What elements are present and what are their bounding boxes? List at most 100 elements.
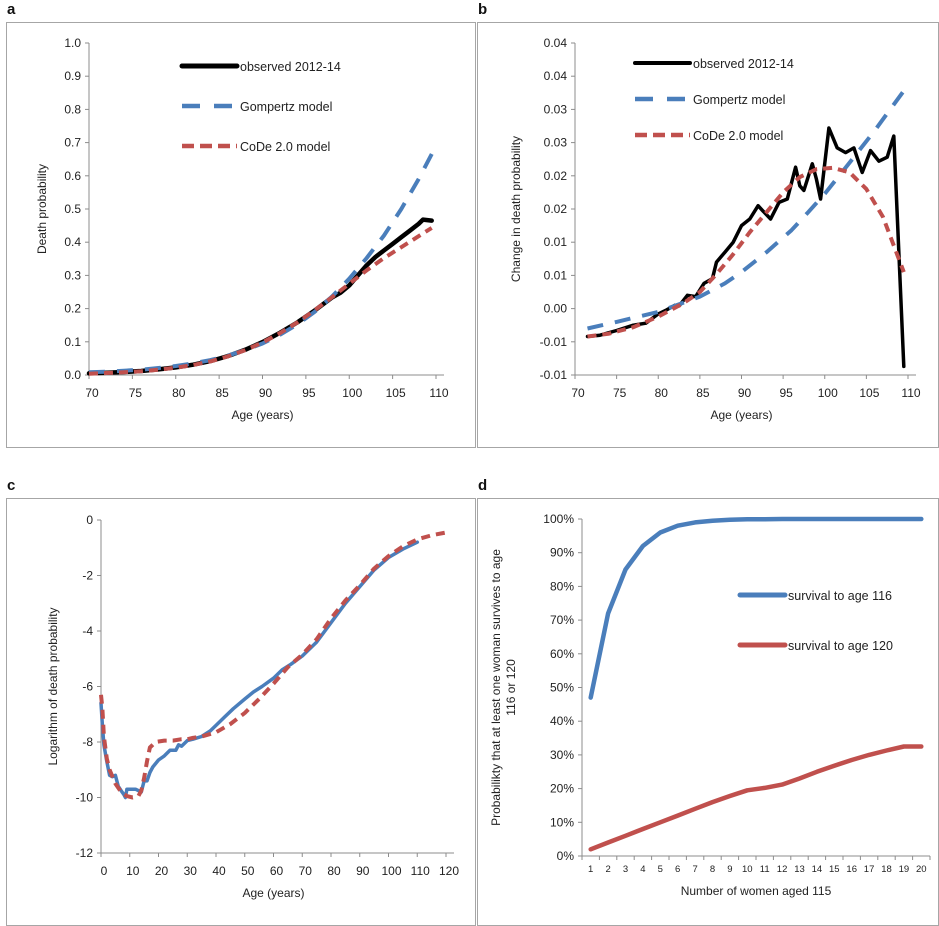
- series-line-survival120: [588, 744, 924, 852]
- y-axis-title: Logarithm of death probability: [46, 607, 60, 765]
- x-tick-label: 5: [658, 864, 663, 875]
- y-tick-label: 80%: [550, 579, 574, 593]
- chart-panel-a: 0.0 0.1 0.2 0.3 0.4 0.5 0.6 0.7 0.8 0.9 1.0 70 75 80 8…: [35, 36, 449, 422]
- panel-letter-a: a: [7, 1, 16, 18]
- y-tick-label: 60%: [550, 647, 574, 661]
- y-tick-label: 90%: [550, 546, 574, 560]
- x-tick-label: 2: [605, 864, 610, 875]
- x-tick-label: 3: [623, 864, 628, 875]
- x-tick-label: 6: [675, 864, 680, 875]
- x-axis-title: Age (years): [710, 408, 772, 422]
- x-tick-label: 90: [259, 386, 273, 400]
- y-tick-label: 20%: [550, 782, 574, 796]
- x-tick-label: 110: [429, 386, 448, 400]
- x-tick-label: 11: [760, 864, 770, 875]
- y-tick-label: 0.2: [64, 302, 81, 316]
- x-tick-label: 100: [818, 386, 838, 400]
- y-tick-label: 0.02: [544, 169, 568, 183]
- x-tick-label: 30: [184, 864, 198, 878]
- x-tick-label: 9: [727, 864, 732, 875]
- x-tick-label: 85: [215, 386, 229, 400]
- y-axis-title: 116 or 120: [504, 659, 518, 716]
- y-tick-label: 1.0: [64, 36, 81, 50]
- y-tick-label: 0.02: [544, 202, 568, 216]
- x-tick-label: 15: [829, 864, 840, 875]
- legend: observed 2012-14 Gompertz model CoDe 2.0 m…: [179, 60, 341, 154]
- y-tick-label: 0.3: [64, 268, 81, 282]
- x-tick-label: 10: [126, 864, 140, 878]
- panel-letter-b: b: [478, 1, 488, 18]
- y-tick-label: 0.0: [64, 368, 81, 382]
- x-tick-label: 95: [302, 386, 316, 400]
- x-tick-label: 8: [710, 864, 715, 875]
- y-tick-label: 50%: [550, 681, 574, 695]
- y-axis-title: Change in death probability: [509, 136, 523, 282]
- x-tick-label: 18: [881, 864, 892, 875]
- y-tick-label: 0.5: [64, 202, 81, 216]
- y-tick-label: -12: [76, 846, 94, 860]
- series-line-observed: [86, 217, 434, 376]
- x-tick-label: 14: [812, 864, 823, 875]
- y-tick-label: -2: [82, 569, 93, 583]
- y-tick-label: 0.01: [544, 268, 568, 282]
- chart-panel-d: 0%10%20%30%40%50%60%70%80%90%100%1 2 3 4 5 6 7…: [489, 512, 931, 898]
- x-tick-label: 110: [411, 864, 430, 878]
- chart-panel-c: -12 -10 -8 -6 -4 -2 0 0 10 20 30 40 50 60 70 80 90 100 110…: [46, 513, 459, 900]
- x-tick-label: 70: [299, 864, 313, 878]
- y-tick-label: 0.1: [64, 335, 81, 349]
- x-tick-label: 85: [696, 386, 710, 400]
- y-tick-label: 0.6: [64, 169, 81, 183]
- y-tick-label: 70%: [550, 613, 574, 627]
- x-tick-label: 7: [692, 864, 697, 875]
- legend-label-observed: observed 2012-14: [240, 60, 341, 74]
- x-tick-label: 80: [327, 864, 341, 878]
- x-tick-label: 50: [241, 864, 255, 878]
- legend: survival to age 116 survival to age 120: [737, 589, 893, 653]
- y-tick-label: 0.04: [544, 36, 568, 50]
- x-tick-label: 40: [212, 864, 226, 878]
- x-axis-title: Number of women aged 115: [681, 884, 832, 898]
- x-tick-label: 90: [356, 864, 370, 878]
- legend-label-gompertz: Gompertz model: [693, 93, 785, 107]
- x-tick-label: 0: [101, 864, 108, 878]
- x-tick-label: 70: [571, 386, 585, 400]
- x-tick-label: 16: [846, 864, 857, 875]
- y-tick-label: -4: [82, 624, 93, 638]
- legend-label-code: CoDe 2.0 model: [693, 129, 783, 143]
- x-tick-label: 10: [742, 864, 753, 875]
- x-tick-label: 12: [777, 864, 788, 875]
- x-tick-label: 20: [155, 864, 169, 878]
- series-line-code: [587, 165, 906, 339]
- y-tick-label: 0.03: [544, 102, 568, 116]
- y-tick-label: 0.04: [544, 69, 568, 83]
- x-axis-title: Age (years): [231, 408, 293, 422]
- y-axis-title: Death probability: [35, 164, 49, 254]
- y-tick-label: 0.01: [544, 235, 568, 249]
- y-tick-label: 0%: [557, 849, 575, 863]
- y-tick-label: 100%: [543, 512, 574, 526]
- legend-label-gompertz: Gompertz model: [240, 100, 332, 114]
- series-line-survival116: [588, 516, 924, 700]
- y-tick-label: 0.7: [64, 136, 81, 150]
- legend-label-observed: observed 2012-14: [693, 57, 794, 71]
- x-tick-label: 75: [129, 386, 143, 400]
- x-tick-label: 120: [439, 864, 459, 878]
- x-tick-label: 1: [588, 864, 593, 875]
- series-line-gompertz: [88, 144, 438, 375]
- panel-frame-a: [6, 22, 476, 448]
- y-tick-label: -10: [76, 791, 94, 805]
- y-tick-label: 0: [86, 513, 93, 527]
- y-tick-label: 0.4: [64, 235, 81, 249]
- series-line-observed: [585, 126, 906, 369]
- legend-label-survival116: survival to age 116: [788, 589, 892, 603]
- y-tick-label: -6: [82, 680, 93, 694]
- chart-panel-b: -0.01 -0.01 0.00 0.01 0.01 0.02 0.02 0.03 0.03 0.…: [509, 36, 921, 422]
- x-tick-label: 4: [640, 864, 645, 875]
- y-tick-label: 0.00: [544, 302, 568, 316]
- y-tick-label: 0.8: [64, 102, 81, 116]
- x-tick-label: 17: [864, 864, 875, 875]
- x-tick-label: 80: [172, 386, 186, 400]
- y-tick-label: 0.03: [544, 136, 568, 150]
- y-tick-label: 40%: [550, 714, 574, 728]
